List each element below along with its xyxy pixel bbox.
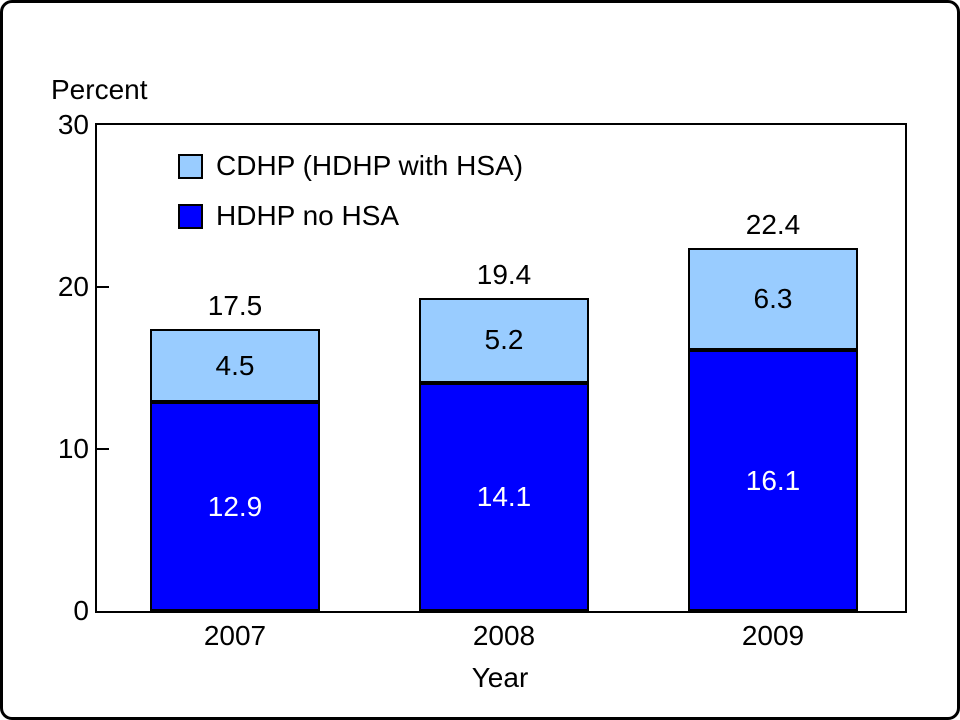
bar-value-label: 16.1 (745, 464, 801, 496)
bar-value-label: 14.1 (476, 480, 532, 512)
bar-total-label: 19.4 (476, 259, 532, 291)
bar-value-label: 5.2 (484, 324, 524, 356)
legend-item-cdhp: CDHP (HDHP with HSA) (178, 151, 523, 181)
bar-segment-cdhp: 6.3 (688, 248, 858, 351)
bar-segment-cdhp: 4.5 (150, 329, 320, 403)
x-tick-label: 2008 (472, 620, 536, 651)
x-tick-label: 2007 (203, 620, 267, 651)
legend-item-hdhp: HDHP no HSA (178, 201, 523, 231)
bar-segment-cdhp: 5.2 (419, 298, 589, 383)
legend: CDHP (HDHP with HSA) HDHP no HSA (178, 151, 523, 231)
x-tick-label: 2009 (741, 620, 805, 651)
plot-area: CDHP (HDHP with HSA) HDHP no HSA 12.9 4.5… (95, 123, 907, 613)
bar-value-label: 12.9 (207, 490, 263, 522)
y-tick-label: 10 (57, 433, 89, 464)
x-axis-title: Year (471, 662, 529, 693)
bar-segment-hdhp: 14.1 (419, 382, 589, 611)
bar-total-label: 17.5 (207, 290, 263, 322)
bar-value-label: 6.3 (753, 283, 793, 315)
y-tick-mark (97, 448, 109, 450)
y-tick-label: 30 (57, 109, 89, 140)
bar-segment-hdhp: 16.1 (688, 350, 858, 611)
bar-total-label: 22.4 (745, 209, 801, 241)
bar-segment-hdhp: 12.9 (150, 402, 320, 611)
legend-swatch-cdhp (178, 153, 203, 179)
y-tick-label: 0 (73, 595, 89, 626)
y-axis-title: Percent (51, 74, 148, 105)
legend-label-hdhp: HDHP no HSA (216, 200, 400, 231)
y-tick-mark (97, 286, 109, 288)
bar-value-label: 4.5 (215, 349, 255, 381)
legend-swatch-hdhp (178, 203, 203, 229)
legend-label-cdhp: CDHP (HDHP with HSA) (216, 150, 524, 181)
y-tick-label: 20 (57, 271, 89, 302)
